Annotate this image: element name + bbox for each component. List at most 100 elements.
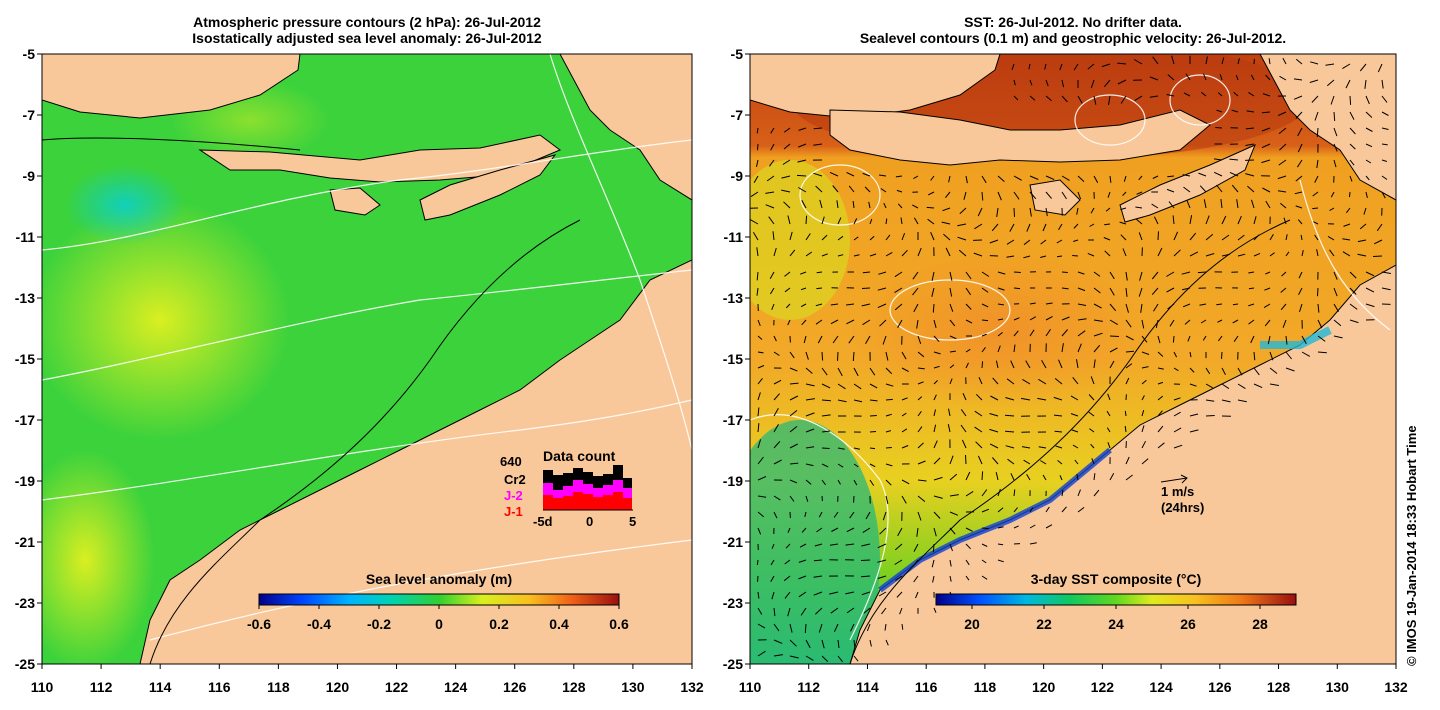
velocity-arrow [1011, 63, 1015, 71]
velocity-arrow [884, 623, 887, 631]
left-lon-tick-label: 110 [31, 679, 54, 695]
velocity-arrow [756, 271, 759, 281]
velocity-arrow [1029, 316, 1037, 321]
velocity-arrow [949, 559, 952, 567]
velocity-arrow [1013, 79, 1016, 86]
velocity-arrow [1140, 303, 1143, 313]
velocity-arrow [837, 367, 843, 377]
velocity-arrow [1248, 303, 1255, 307]
left-colorbar-ticks: -0.6 -0.4 -0.2 0 0.2 0.4 0.6 [247, 605, 629, 632]
velocity-arrow [1365, 111, 1373, 118]
velocity-arrow [1061, 316, 1070, 321]
velocity-arrow [1229, 158, 1239, 161]
right-depth-contour [849, 219, 1291, 664]
velocity-arrow [773, 511, 778, 519]
velocity-arrow [894, 271, 903, 278]
velocity-arrow [789, 443, 798, 449]
velocity-arrow [837, 235, 844, 241]
velocity-arrow [757, 527, 762, 535]
velocity-arrow [783, 201, 791, 209]
velocity-arrow [1054, 378, 1063, 385]
velocity-arrow [1377, 63, 1383, 73]
velocity-arrow [1045, 95, 1052, 102]
velocity-arrow [1135, 206, 1143, 209]
velocity-arrow [1125, 377, 1130, 385]
velocity-arrow [769, 287, 775, 295]
velocity-arrow [821, 463, 829, 468]
velocity-arrow [853, 367, 859, 377]
velocity-arrow [1028, 63, 1031, 70]
velocity-arrow [1221, 383, 1230, 390]
velocity-arrow [933, 319, 937, 329]
left-land [42, 54, 692, 664]
velocity-arrow [1059, 475, 1063, 481]
velocity-arrow [1125, 271, 1128, 281]
velocity-arrow [1104, 223, 1111, 226]
velocity-arrow [869, 367, 876, 376]
velocity-arrow [1365, 143, 1373, 148]
velocity-arrow [837, 639, 840, 649]
velocity-arrow [992, 457, 999, 465]
left-lat-tick-label: -23 [15, 595, 35, 611]
velocity-arrow [1125, 350, 1135, 353]
velocity-arrow [1342, 63, 1351, 70]
velocity-arrow [1181, 271, 1191, 275]
velocity-arrow [1205, 367, 1211, 375]
right-colorbar-ticks: 20 22 24 26 28 [964, 605, 1268, 632]
velocity-arrow [832, 335, 839, 344]
right-lat-tick-label: -21 [723, 534, 743, 550]
velocity-arrow [1173, 367, 1179, 372]
velocity-arrow [913, 575, 919, 583]
velocity-arrow [965, 527, 973, 532]
velocity-arrow [1197, 271, 1207, 274]
velocity-arrow [901, 397, 908, 401]
velocity-arrow [1013, 344, 1016, 353]
data-count-inset: Data count 640 Cr2 J-2 J-1 -5d 0 5 [500, 448, 636, 529]
velocity-arrow [1184, 319, 1191, 325]
velocity-arrow [1310, 61, 1319, 65]
velocity-arrow [965, 471, 971, 481]
velocity-arrow [1265, 74, 1271, 81]
velocity-arrow [1301, 335, 1307, 345]
velocity-arrow [1283, 217, 1287, 225]
velocity-arrow [989, 428, 999, 433]
velocity-arrow [1141, 395, 1145, 401]
velocity-arrow [997, 318, 1004, 321]
velocity-arrow [1040, 460, 1047, 465]
velocity-arrow [1345, 79, 1351, 89]
velocity-arrow [869, 447, 876, 450]
velocity-arrow [757, 439, 762, 449]
velocity-arrow [1029, 507, 1034, 513]
right-lon-tick-label: 118 [974, 679, 997, 695]
right-colorbar-tick-label: 26 [1180, 616, 1196, 632]
velocity-arrow [1295, 175, 1303, 182]
velocity-arrow [1109, 287, 1115, 296]
velocity-arrow [1329, 207, 1335, 212]
velocity-arrow [752, 232, 759, 241]
right-lat-tick-label: -9 [731, 168, 744, 184]
velocity-arrow [829, 543, 839, 546]
velocity-arrow [1173, 444, 1183, 449]
left-land-java [42, 54, 301, 119]
velocity-arrow [783, 575, 791, 582]
velocity-arrow [848, 335, 855, 344]
right-coastal-cold [878, 447, 1112, 593]
velocity-arrow [1301, 351, 1311, 357]
velocity-arrow [965, 271, 972, 280]
velocity-arrow [1264, 287, 1271, 291]
velocity-arrow [877, 543, 887, 549]
right-colorbar-tick-label: 28 [1252, 616, 1268, 632]
velocity-arrow [1200, 91, 1207, 97]
velocity-arrow [1038, 378, 1047, 385]
velocity-arrow [805, 412, 815, 417]
velocity-arrow [757, 365, 765, 369]
velocity-arrow [1061, 329, 1068, 337]
velocity-arrow [1220, 199, 1223, 209]
velocity-arrow [1233, 335, 1239, 342]
velocity-arrow [949, 364, 955, 369]
velocity-arrow [1021, 446, 1031, 449]
velocity-arrow [1279, 143, 1287, 151]
left-lon-tick-label: 130 [621, 679, 645, 695]
velocity-arrow [773, 440, 781, 449]
velocity-arrow [756, 127, 759, 134]
